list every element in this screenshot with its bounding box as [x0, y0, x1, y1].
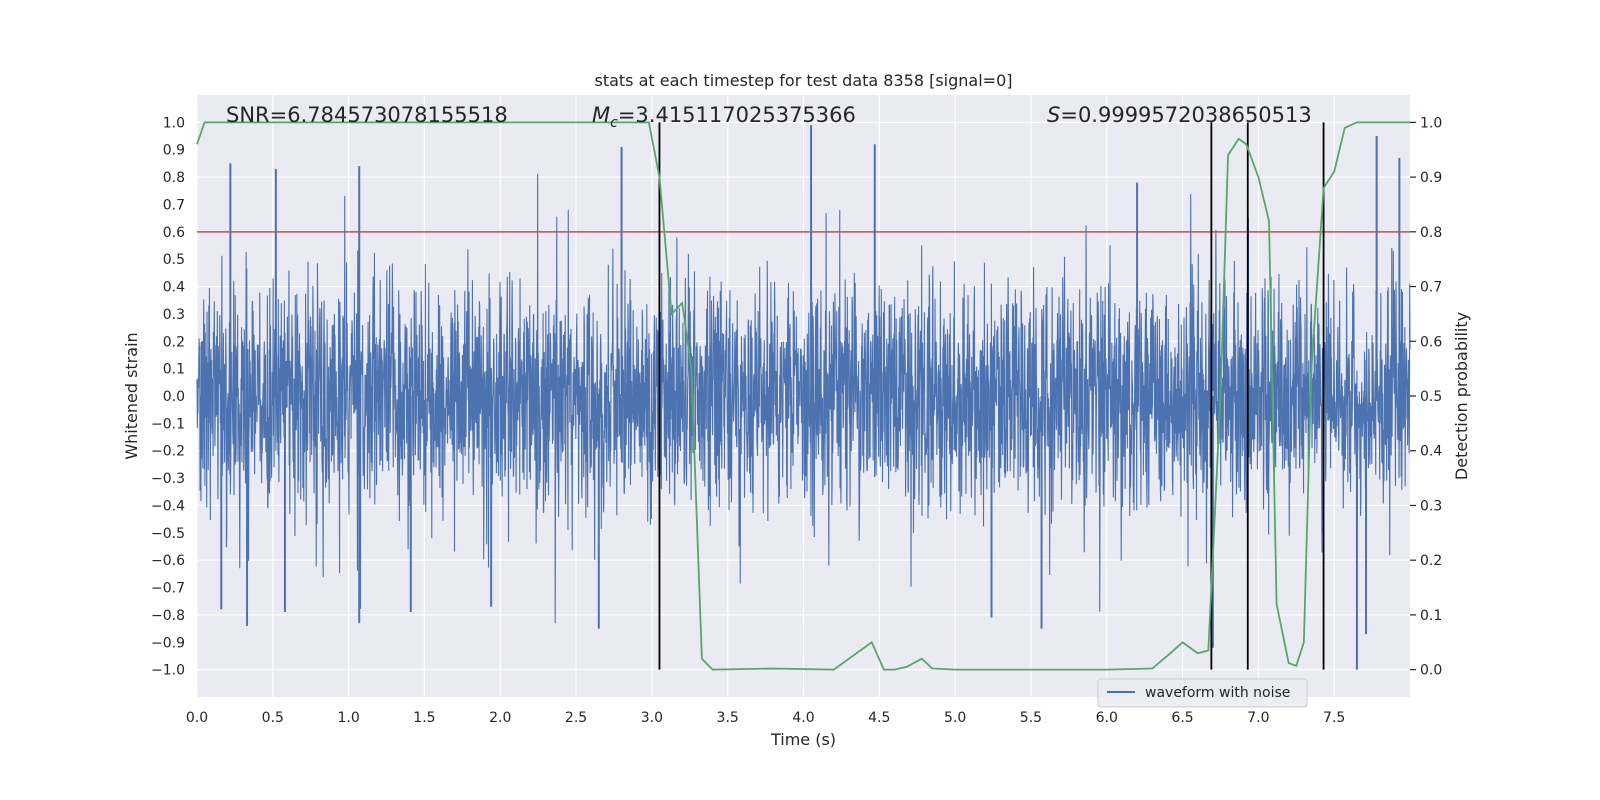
- y-right-tick-label: 0.3: [1420, 498, 1442, 514]
- probability-series-layer: [196, 121, 1410, 671]
- y-left-tick-label: 0.2: [163, 334, 185, 350]
- x-tick-label: 6.0: [1096, 710, 1118, 726]
- x-tick-label: 6.5: [1171, 710, 1193, 726]
- y-right-tick-label: 1.0: [1420, 115, 1442, 131]
- y-left-tick-label: −0.9: [151, 635, 185, 651]
- y-left-tick-label: −0.3: [151, 471, 185, 487]
- y-left-tick-label: 0.9: [163, 143, 185, 159]
- chirp-mass-symbol: M: [592, 103, 610, 127]
- y-left-tick-label: 0.0: [163, 389, 185, 405]
- y-right-tick-label: 0.2: [1420, 553, 1442, 569]
- y-right-tick-label: 0.4: [1420, 444, 1442, 460]
- waveform-series: [196, 125, 1411, 670]
- s-symbol: S: [1047, 103, 1060, 127]
- chirp-mass-annotation: Mc=3.415117025375366: [592, 103, 856, 131]
- chart-title: stats at each timestep for test data 835…: [594, 71, 1012, 90]
- s-annotation: S=0.9999572038650513: [1047, 103, 1312, 127]
- x-tick-label: 7.5: [1323, 710, 1345, 726]
- s-value: =0.9999572038650513: [1060, 103, 1311, 127]
- x-tick-label: 3.5: [717, 710, 739, 726]
- x-tick-label: 1.0: [337, 710, 359, 726]
- x-tick-label: 5.5: [1020, 710, 1042, 726]
- y-left-tick-label: −0.7: [151, 581, 185, 597]
- vertical-markers: [658, 122, 1325, 670]
- y-right-tick-label: 0.7: [1420, 280, 1442, 296]
- chirp-mass-value: =3.415117025375366: [618, 103, 856, 127]
- y-right-tick-label: 0.0: [1420, 663, 1442, 679]
- y-left-tick-label: 0.7: [163, 197, 185, 213]
- y-axis-left-label: Whitened strain: [122, 332, 141, 459]
- x-ticks: 0.0 0.5 1.0 1.5 2.0 2.5 3.0 3.5 4.0 4.5 5.0 5.5 6.0 6…: [186, 710, 1345, 726]
- y-right-tick-label: 0.8: [1420, 225, 1442, 241]
- x-tick-label: 5.0: [944, 710, 966, 726]
- x-tick-label: 4.0: [792, 710, 814, 726]
- y-axis-right-label: Detection probability: [1452, 312, 1471, 480]
- y-left-tick-label: −0.2: [151, 444, 185, 460]
- snr-annotation: SNR=6.784573078155518: [226, 103, 508, 127]
- legend-label: waveform with noise: [1145, 685, 1290, 701]
- y-left-tick-label: −0.1: [151, 416, 185, 432]
- x-tick-label: 2.0: [489, 710, 511, 726]
- y-left-tick-label: 0.3: [163, 307, 185, 323]
- y-right-tick-label: 0.5: [1420, 389, 1442, 405]
- x-tick-label: 1.5: [413, 710, 435, 726]
- y-left-tick-label: −0.6: [151, 553, 185, 569]
- legend: waveform with noise: [1097, 678, 1308, 708]
- y-right-tick-label: 0.9: [1420, 170, 1442, 186]
- y-left-tick-label: 0.8: [163, 170, 185, 186]
- y-left-tick-label: 0.4: [163, 280, 185, 296]
- y-left-tick-label: 0.5: [163, 252, 185, 268]
- y-left-tick-label: 0.1: [163, 362, 185, 378]
- y-left-tick-label: −1.0: [151, 663, 185, 679]
- x-tick-label: 2.5: [565, 710, 587, 726]
- x-tick-label: 0.0: [186, 710, 208, 726]
- probability-line: [196, 121, 1410, 671]
- y-right-tick-label: 0.6: [1420, 334, 1442, 350]
- x-tick-label: 0.5: [262, 710, 284, 726]
- y-left-tick-label: −0.8: [151, 608, 185, 624]
- y-right-ticks: 1.0 0.9 0.8 0.7 0.6 0.5 0.4 0.3 0.2 0.1 0.0: [1410, 115, 1442, 679]
- chirp-mass-subscript: c: [610, 115, 618, 131]
- x-tick-label: 4.5: [868, 710, 890, 726]
- legend-box: [1097, 678, 1308, 708]
- y-left-tick-label: −0.4: [151, 498, 185, 514]
- y-left-tick-label: 1.0: [163, 115, 185, 131]
- y-left-tick-label: 0.6: [163, 225, 185, 241]
- x-tick-label: 7.0: [1247, 710, 1269, 726]
- y-left-tick-label: −0.5: [151, 526, 185, 542]
- y-left-ticks: 1.0 0.9 0.8 0.7 0.6 0.5 0.4 0.3 0.2 0.1 0.0 −0.1 −0.…: [151, 115, 185, 678]
- waveform-line: [196, 173, 1411, 624]
- x-axis-label: Time (s): [770, 730, 836, 749]
- x-tick-label: 3.0: [641, 710, 663, 726]
- y-right-tick-label: 0.1: [1420, 608, 1442, 624]
